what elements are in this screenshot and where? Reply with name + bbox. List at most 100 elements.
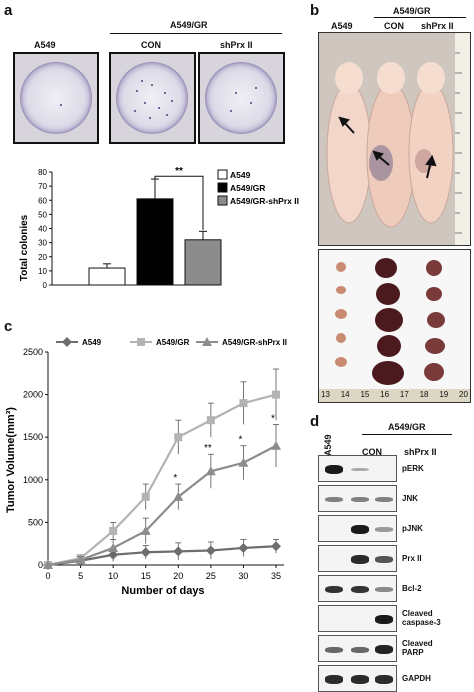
ruler-number: 20 — [459, 390, 468, 399]
data-point — [271, 541, 281, 552]
line-x-tick-label: 5 — [78, 571, 83, 581]
line-y-tick-label: 500 — [28, 517, 43, 527]
significance-mark: * — [173, 473, 177, 484]
panel-a-group-line — [110, 33, 282, 34]
blot-label: Cleaved PARP — [402, 639, 433, 657]
blot-label: pJNK — [402, 524, 423, 533]
blot-band — [351, 675, 369, 684]
blot-row — [318, 455, 397, 482]
colony-bar-chart: Total colonies 0 10 20 30 40 50 60 70 80 ** A549… — [19, 166, 299, 290]
tumor-shprx — [415, 149, 433, 173]
colony-dot — [60, 104, 62, 106]
data-point — [137, 338, 145, 346]
bar-y-tick-label: 0 — [43, 281, 48, 290]
colony-dot — [136, 90, 138, 92]
legend-label: A549/GR-shPrx II — [230, 196, 299, 206]
mouse-label-con: CON — [384, 21, 404, 31]
data-point — [238, 542, 249, 553]
blot-band — [375, 556, 393, 563]
ruler-number: 15 — [360, 390, 370, 399]
significance-bracket: ** — [154, 166, 204, 230]
blot-band — [351, 496, 369, 503]
blot-label: Cleaved caspase-3 — [402, 609, 441, 627]
data-point — [109, 526, 118, 535]
panel-b-group-header: A549/GR — [393, 6, 431, 16]
data-point — [108, 542, 119, 552]
bar-y-tick-label: 30 — [38, 239, 47, 248]
colony-dot — [164, 92, 166, 94]
panel-label-d: d — [310, 413, 320, 430]
panel-label-c: c — [4, 318, 13, 335]
data-point — [173, 491, 184, 501]
blot-band — [375, 587, 393, 592]
line-x-tick-label: 25 — [206, 571, 216, 581]
colony-dot — [230, 110, 232, 112]
colony-dot — [235, 92, 237, 94]
data-point — [140, 525, 151, 535]
blot-col-con: CON — [362, 447, 382, 457]
line-y-tick-label: 0 — [38, 560, 43, 570]
data-point — [238, 457, 249, 467]
blot-band — [375, 496, 393, 503]
data-point — [75, 554, 86, 564]
blot-band — [351, 467, 369, 472]
legend-label: A549 — [82, 338, 102, 347]
panel-label-a: a — [4, 2, 13, 19]
tumors-shprx — [424, 260, 445, 381]
line-x-tick-label: 30 — [238, 571, 248, 581]
series-line — [47, 545, 277, 567]
ruler-strip — [455, 33, 470, 245]
line-x-tick-label: 10 — [108, 571, 118, 581]
data-point — [140, 547, 151, 558]
bar-y-tick-label: 50 — [38, 210, 47, 219]
bar-y-tick-label: 70 — [38, 182, 47, 191]
ruler-number: 19 — [439, 390, 449, 399]
colony-dot — [255, 87, 257, 89]
colony-dot — [151, 84, 153, 86]
blot-band — [375, 645, 393, 654]
line-y-tick-label: 1500 — [23, 432, 43, 442]
data-point — [174, 433, 183, 442]
bar-y-axis: 0 10 20 30 40 50 60 70 80 — [38, 168, 215, 290]
legend-label: A549 — [230, 170, 251, 180]
line-xlabel: Number of days — [121, 585, 204, 597]
mouse-a549 — [326, 82, 372, 224]
tumor-photo: 13 14 15 16 17 18 19 20 — [318, 249, 471, 403]
colony-dot — [158, 107, 160, 109]
line-axes: 0 500 1000 1500 2000 2500 0 5 10 15 20 25 30 35 — [23, 347, 284, 581]
ruler-number: 14 — [340, 390, 350, 399]
panel-label-b: b — [310, 2, 320, 19]
bar-y-tick-label: 20 — [38, 253, 47, 262]
data-point — [271, 440, 281, 450]
line-series: ***** — [43, 368, 281, 570]
line-x-tick-label: 20 — [173, 571, 183, 581]
significance-mark: ** — [204, 443, 212, 454]
series-line — [47, 444, 277, 567]
blot-col-a549: A549 — [323, 434, 333, 456]
legend-label: A549/GR-shPrx II — [222, 338, 287, 347]
colony-dot — [134, 110, 136, 112]
blot-row — [318, 545, 397, 572]
blot-band — [351, 585, 369, 594]
colony-dot — [141, 80, 143, 82]
data-point — [202, 337, 212, 346]
well-label-a549: A549 — [34, 40, 56, 50]
bar-series — [88, 178, 222, 286]
colony-dot — [171, 100, 173, 102]
tumors-a549 — [335, 262, 347, 367]
well-label-shprx: shPrx II — [220, 40, 253, 50]
colony-dot — [144, 102, 146, 104]
colony-well-con — [109, 52, 196, 144]
blot-band — [375, 615, 393, 624]
tumor-con — [369, 145, 393, 181]
data-point — [173, 546, 184, 557]
blot-row — [318, 485, 397, 512]
blot-row — [318, 605, 397, 632]
legend-swatch — [217, 169, 228, 180]
blot-row — [318, 575, 397, 602]
colony-dot — [166, 114, 168, 116]
data-point — [141, 492, 150, 501]
blot-band — [351, 525, 369, 534]
ruler-number: 18 — [419, 390, 429, 399]
colony-well-shprx — [198, 52, 285, 144]
